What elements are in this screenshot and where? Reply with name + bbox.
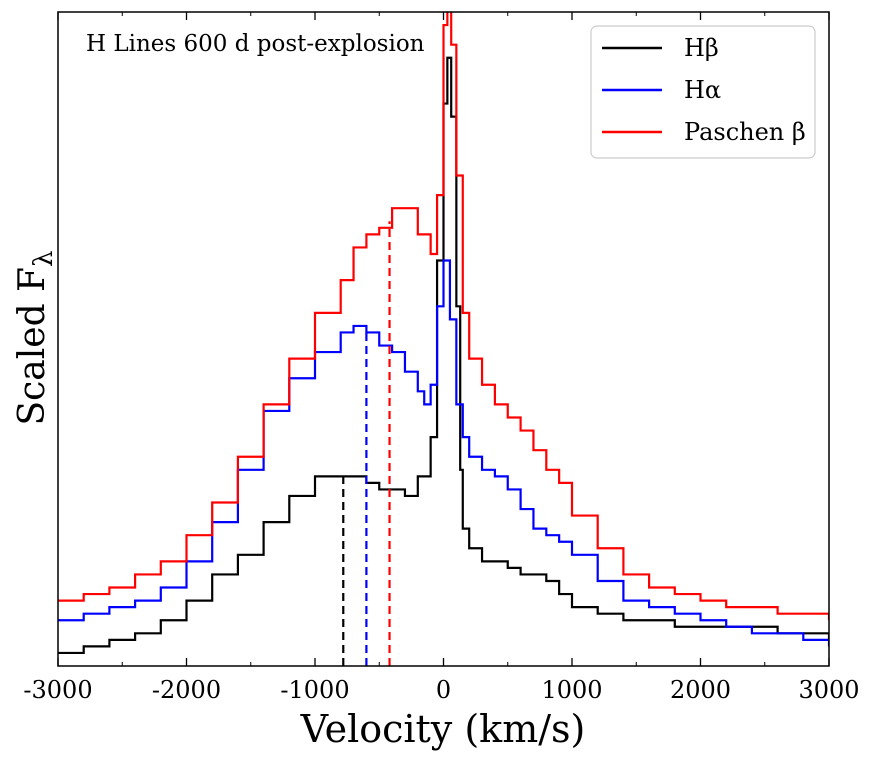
x-tick-label: -1000: [280, 676, 349, 704]
x-tick-label: -2000: [152, 676, 221, 704]
y-axis-label-sub: λ: [29, 250, 59, 266]
legend: Hβ Hα Paschen β: [590, 25, 816, 159]
series-line-0: [58, 56, 829, 655]
plot-area: [58, 12, 829, 666]
legend-label-0: Hβ: [684, 34, 719, 62]
x-axis: -3000 -2000 -1000 0 1000 2000 3000: [23, 12, 860, 704]
series-line-1: [58, 259, 829, 647]
x-tick-label: 2000: [670, 676, 731, 704]
x-tick-label: 3000: [798, 676, 859, 704]
series-line-2: [58, 12, 829, 621]
legend-box: [590, 25, 816, 159]
legend-label-1: Hα: [684, 76, 721, 104]
y-axis-label-main: Scaled F: [12, 267, 53, 426]
x-tick-label: 0: [436, 676, 451, 704]
plot-annotation: H Lines 600 d post-explosion: [86, 31, 425, 57]
x-tick-label: -3000: [23, 676, 92, 704]
x-axis-label: Velocity (km/s): [300, 707, 586, 751]
x-tick-label: 1000: [541, 676, 602, 704]
legend-label-2: Paschen β: [684, 118, 806, 146]
y-axis-label: Scaled Fλ: [12, 250, 59, 425]
